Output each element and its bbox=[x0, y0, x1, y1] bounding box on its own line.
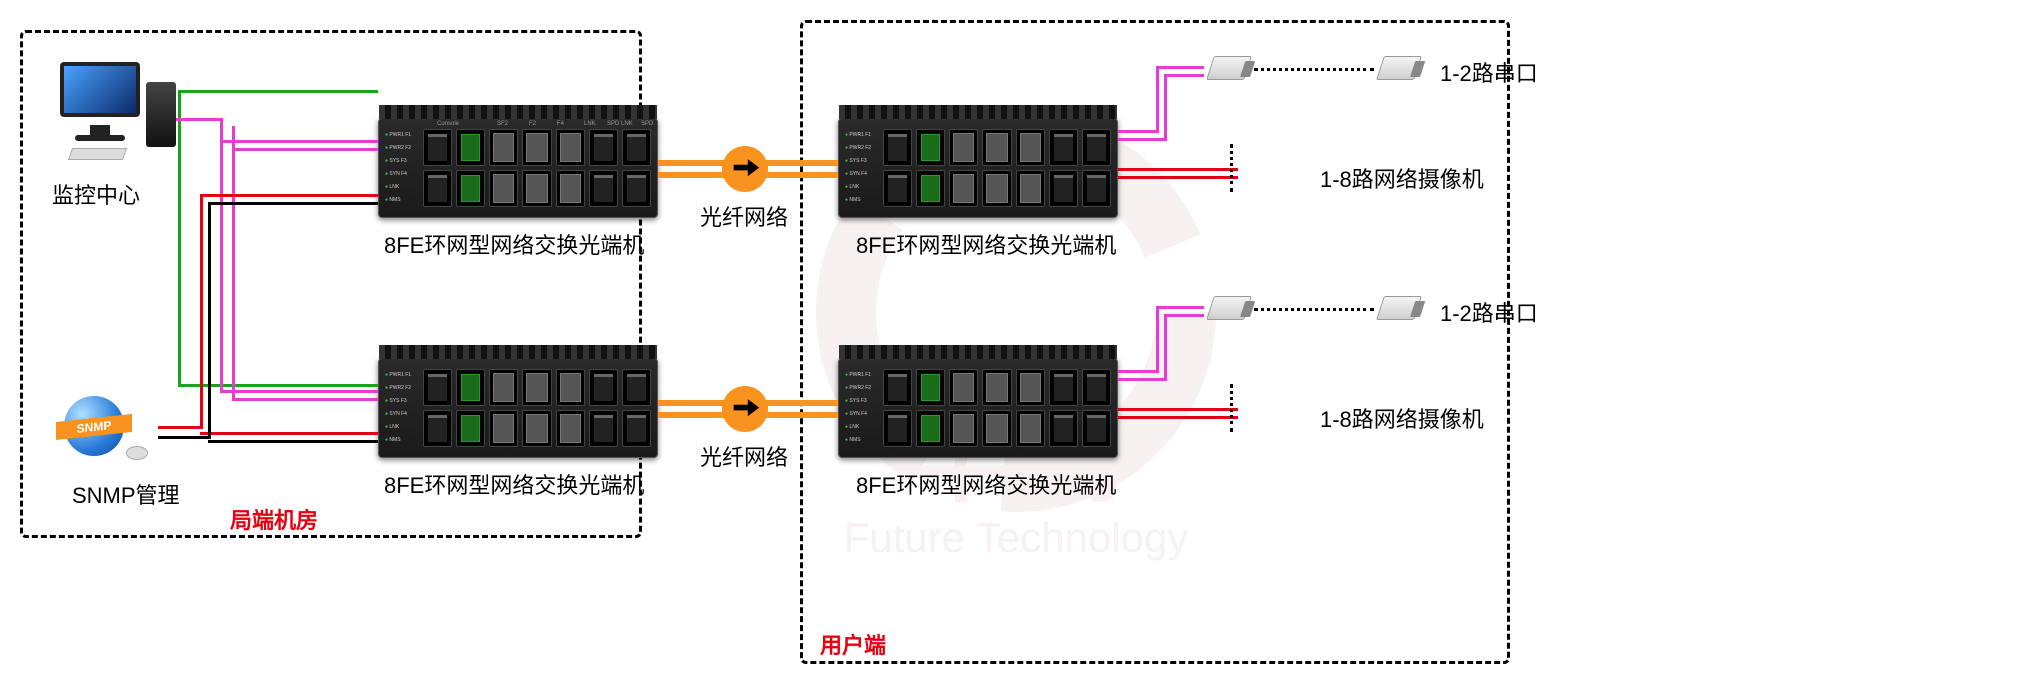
serial-1a bbox=[1206, 56, 1252, 80]
fiber-swap-icon bbox=[722, 146, 768, 192]
r2-red-hb bbox=[1118, 416, 1238, 419]
wire-mag-h2b bbox=[232, 398, 378, 401]
r1-red-dots bbox=[1230, 144, 1233, 192]
switch-lt: PWR1 F1PWR2 F2SYS F3 SYN F4LNKNMS Consol… bbox=[378, 118, 658, 218]
serial-1b bbox=[1376, 56, 1422, 80]
switch-rt: PWR1 F1PWR2 F2SYS F3SYN F4LNKNMS bbox=[838, 118, 1118, 218]
wire-mag-v2 bbox=[232, 126, 235, 398]
r1-red-hb bbox=[1118, 176, 1238, 179]
wire-green-h1 bbox=[178, 90, 378, 93]
r1-red-h bbox=[1118, 168, 1238, 171]
r1-mag-h1 bbox=[1118, 130, 1158, 133]
r1-mag-v1b bbox=[1164, 74, 1167, 141]
switch-lt-label: 8FE环网型网络交换光端机 bbox=[384, 228, 644, 260]
r2-mag-h2 bbox=[1156, 306, 1204, 309]
fiber-label-top: 光纤网络 bbox=[700, 200, 788, 232]
r1-mag-h1b bbox=[1118, 138, 1166, 141]
switch-lb-label: 8FE环网型网络交换光端机 bbox=[384, 468, 644, 500]
r1-mag-v1 bbox=[1156, 66, 1159, 133]
zone-right-label: 用户端 bbox=[820, 628, 886, 660]
r2-mag-v1 bbox=[1156, 306, 1159, 373]
wire-mag-h1 bbox=[220, 140, 378, 143]
wire-blk-h2 bbox=[208, 440, 378, 443]
wire-red-s bbox=[158, 426, 202, 429]
serial-1-dots bbox=[1254, 68, 1374, 71]
r2-red-dots bbox=[1230, 384, 1233, 432]
wire-mag-h2 bbox=[220, 390, 378, 393]
r2-red-h bbox=[1118, 408, 1238, 411]
wire-red-h1 bbox=[200, 194, 378, 197]
wire-mag-s bbox=[176, 118, 223, 121]
serial-2-dots bbox=[1254, 308, 1374, 311]
monitor-pc bbox=[60, 62, 180, 192]
camera-2 bbox=[1244, 396, 1304, 432]
wire-blk-s bbox=[158, 436, 210, 439]
serial-1-label: 1-2路串口 bbox=[1440, 56, 1538, 88]
wire-blk-h1 bbox=[208, 202, 378, 205]
wire-red-v bbox=[200, 194, 203, 429]
monitor-pc-label: 监控中心 bbox=[52, 178, 140, 210]
zone-left-label: 局端机房 bbox=[230, 503, 318, 535]
wire-mag-v bbox=[220, 118, 223, 392]
wire-blk-v bbox=[208, 202, 211, 439]
wire-green-v bbox=[178, 90, 181, 386]
serial-2b bbox=[1376, 296, 1422, 320]
camera-2-label: 1-8路网络摄像机 bbox=[1320, 402, 1484, 434]
camera-1 bbox=[1244, 156, 1304, 192]
r1-mag-h2b bbox=[1164, 74, 1204, 77]
r2-mag-h1 bbox=[1118, 370, 1158, 373]
serial-2a bbox=[1206, 296, 1252, 320]
switch-rb-label: 8FE环网型网络交换光端机 bbox=[856, 468, 1116, 500]
snmp-label: SNMP管理 bbox=[72, 478, 180, 510]
r2-mag-v1b bbox=[1164, 314, 1167, 381]
wire-red-h2 bbox=[200, 432, 378, 435]
fiber-swap-icon-2 bbox=[722, 386, 768, 432]
switch-lb: PWR1 F1PWR2 F2SYS F3SYN F4LNKNMS bbox=[378, 358, 658, 458]
wire-mag-h1b bbox=[232, 148, 378, 151]
fiber-label-bot: 光纤网络 bbox=[700, 440, 788, 472]
snmp-globe: SNMP bbox=[64, 396, 154, 476]
switch-rt-label: 8FE环网型网络交换光端机 bbox=[856, 228, 1116, 260]
serial-2-label: 1-2路串口 bbox=[1440, 296, 1538, 328]
camera-1-label: 1-8路网络摄像机 bbox=[1320, 162, 1484, 194]
switch-rb: PWR1 F1PWR2 F2SYS F3SYN F4LNKNMS bbox=[838, 358, 1118, 458]
r1-mag-h2 bbox=[1156, 66, 1204, 69]
r2-mag-h2b bbox=[1164, 314, 1204, 317]
r2-mag-h1b bbox=[1118, 378, 1166, 381]
switch-leds: PWR1 F1PWR2 F2SYS F3 SYN F4LNKNMS bbox=[385, 129, 419, 207]
